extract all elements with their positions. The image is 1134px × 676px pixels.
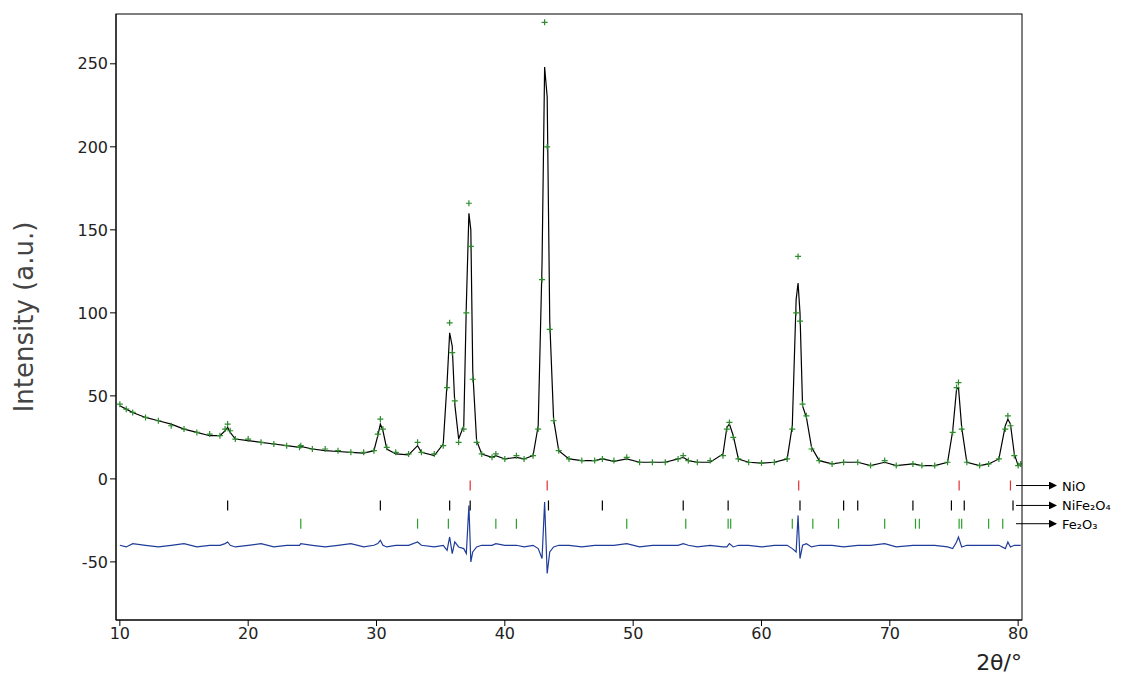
svg-text:NiO: NiO xyxy=(1062,479,1086,494)
svg-text:NiFe₂O₄: NiFe₂O₄ xyxy=(1062,498,1111,513)
svg-text:Fe₂O₃: Fe₂O₃ xyxy=(1062,517,1097,532)
svg-text:10: 10 xyxy=(110,624,130,643)
svg-text:-50: -50 xyxy=(82,553,108,572)
svg-text:0: 0 xyxy=(98,470,108,489)
svg-text:40: 40 xyxy=(495,624,515,643)
svg-text:60: 60 xyxy=(751,624,771,643)
svg-text:250: 250 xyxy=(77,54,108,73)
svg-text:100: 100 xyxy=(77,304,108,323)
svg-text:150: 150 xyxy=(77,221,108,240)
svg-text:30: 30 xyxy=(366,624,386,643)
svg-text:Intensity (a.u.): Intensity (a.u.) xyxy=(9,222,39,413)
svg-text:70: 70 xyxy=(880,624,900,643)
svg-text:2θ/°: 2θ/° xyxy=(976,650,1022,675)
svg-text:20: 20 xyxy=(238,624,258,643)
svg-text:200: 200 xyxy=(77,138,108,157)
svg-text:50: 50 xyxy=(623,624,643,643)
svg-text:80: 80 xyxy=(1008,624,1028,643)
svg-text:50: 50 xyxy=(88,387,108,406)
